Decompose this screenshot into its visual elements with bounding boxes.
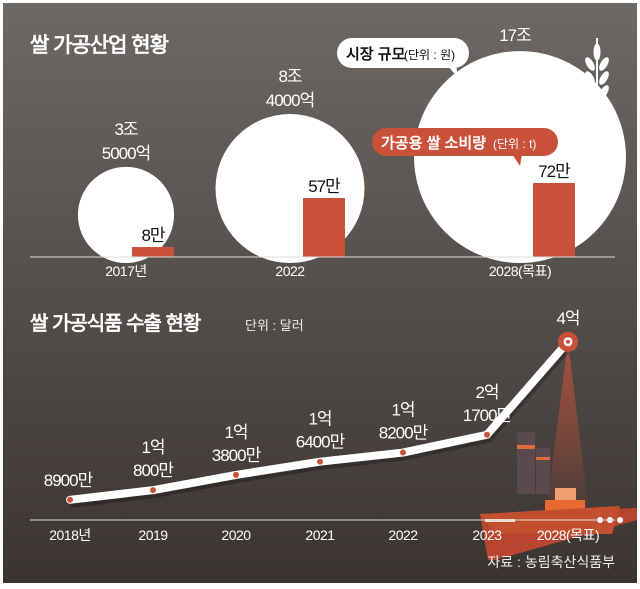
x-tick-label: 2021	[305, 527, 335, 543]
bottom-chart-unit: 단위 : 달러	[245, 318, 304, 333]
x-tick-label: 2023	[472, 527, 502, 543]
consumption-label: 72만	[538, 162, 571, 181]
value-label: 3800만	[212, 446, 262, 465]
value-label: 6400만	[296, 433, 346, 452]
consumption-bar	[303, 198, 345, 257]
legend-market-size-unit: (단위 : 원)	[404, 48, 455, 62]
consumption-bar	[132, 247, 174, 257]
market-size-label: 17조	[499, 26, 531, 45]
target-point-dot	[566, 339, 570, 344]
data-point	[484, 431, 490, 438]
x-tick-label: 2020	[221, 527, 251, 543]
x-tick-label: 2017년	[105, 263, 147, 279]
value-label: 1억	[391, 401, 414, 420]
data-point	[317, 458, 323, 465]
data-point	[150, 487, 156, 494]
ship-icon	[480, 432, 637, 560]
legend-market-size: 시장 규모 (단위 : 원)	[337, 38, 469, 78]
market-size-label: 3조	[114, 120, 137, 139]
bottom-chart-title: 쌀 가공식품 수출 현황	[30, 312, 202, 335]
market-size-label: 5000억	[102, 144, 150, 163]
value-label: 8900만	[44, 471, 94, 490]
legend-rice-consumption-label: 가공용 쌀 소비량	[381, 134, 486, 152]
value-label: 2억	[475, 383, 498, 402]
value-label: 8200만	[379, 424, 429, 443]
source-note: 자료 : 농림축산식품부	[487, 554, 615, 570]
x-tick-label: 2019	[138, 527, 168, 543]
x-tick-label: 2018년	[49, 527, 91, 543]
x-tick-label: 2028(목표)	[537, 527, 599, 543]
legend-rice-consumption-unit: (단위 : t)	[493, 137, 536, 151]
legend-rice-consumption: 가공용 쌀 소비량 (단위 : t)	[372, 128, 558, 166]
market-size-label: 8조	[278, 67, 301, 86]
market-size-bubble	[77, 166, 175, 263]
data-point	[67, 496, 73, 503]
value-label: 4억	[556, 309, 579, 328]
consumption-label: 8만	[141, 226, 165, 245]
x-tick-label: 2028(목표)	[489, 263, 551, 279]
consumption-bar	[533, 183, 575, 257]
export-chart: 8900만 2018년 1억 800만 2019 1억 3800만 2020 1억 6400만 20…	[44, 309, 600, 543]
data-point	[400, 449, 406, 456]
market-size-label: 4000억	[266, 91, 314, 110]
x-tick-label: 2022	[275, 263, 305, 279]
value-label: 1700만	[463, 406, 513, 425]
wheat-icon	[585, 38, 609, 108]
value-label: 1억	[224, 423, 247, 442]
value-label: 1억	[141, 438, 164, 457]
value-label: 800만	[133, 461, 174, 480]
x-tick-label: 2022	[388, 527, 418, 543]
top-chart-title: 쌀 가공산업 현황	[30, 34, 169, 57]
target-highlight	[545, 342, 590, 520]
data-point	[233, 471, 239, 478]
legend-market-size-label: 시장 규모	[346, 45, 406, 63]
consumption-label: 57만	[308, 177, 341, 196]
value-label: 1억	[308, 410, 331, 429]
